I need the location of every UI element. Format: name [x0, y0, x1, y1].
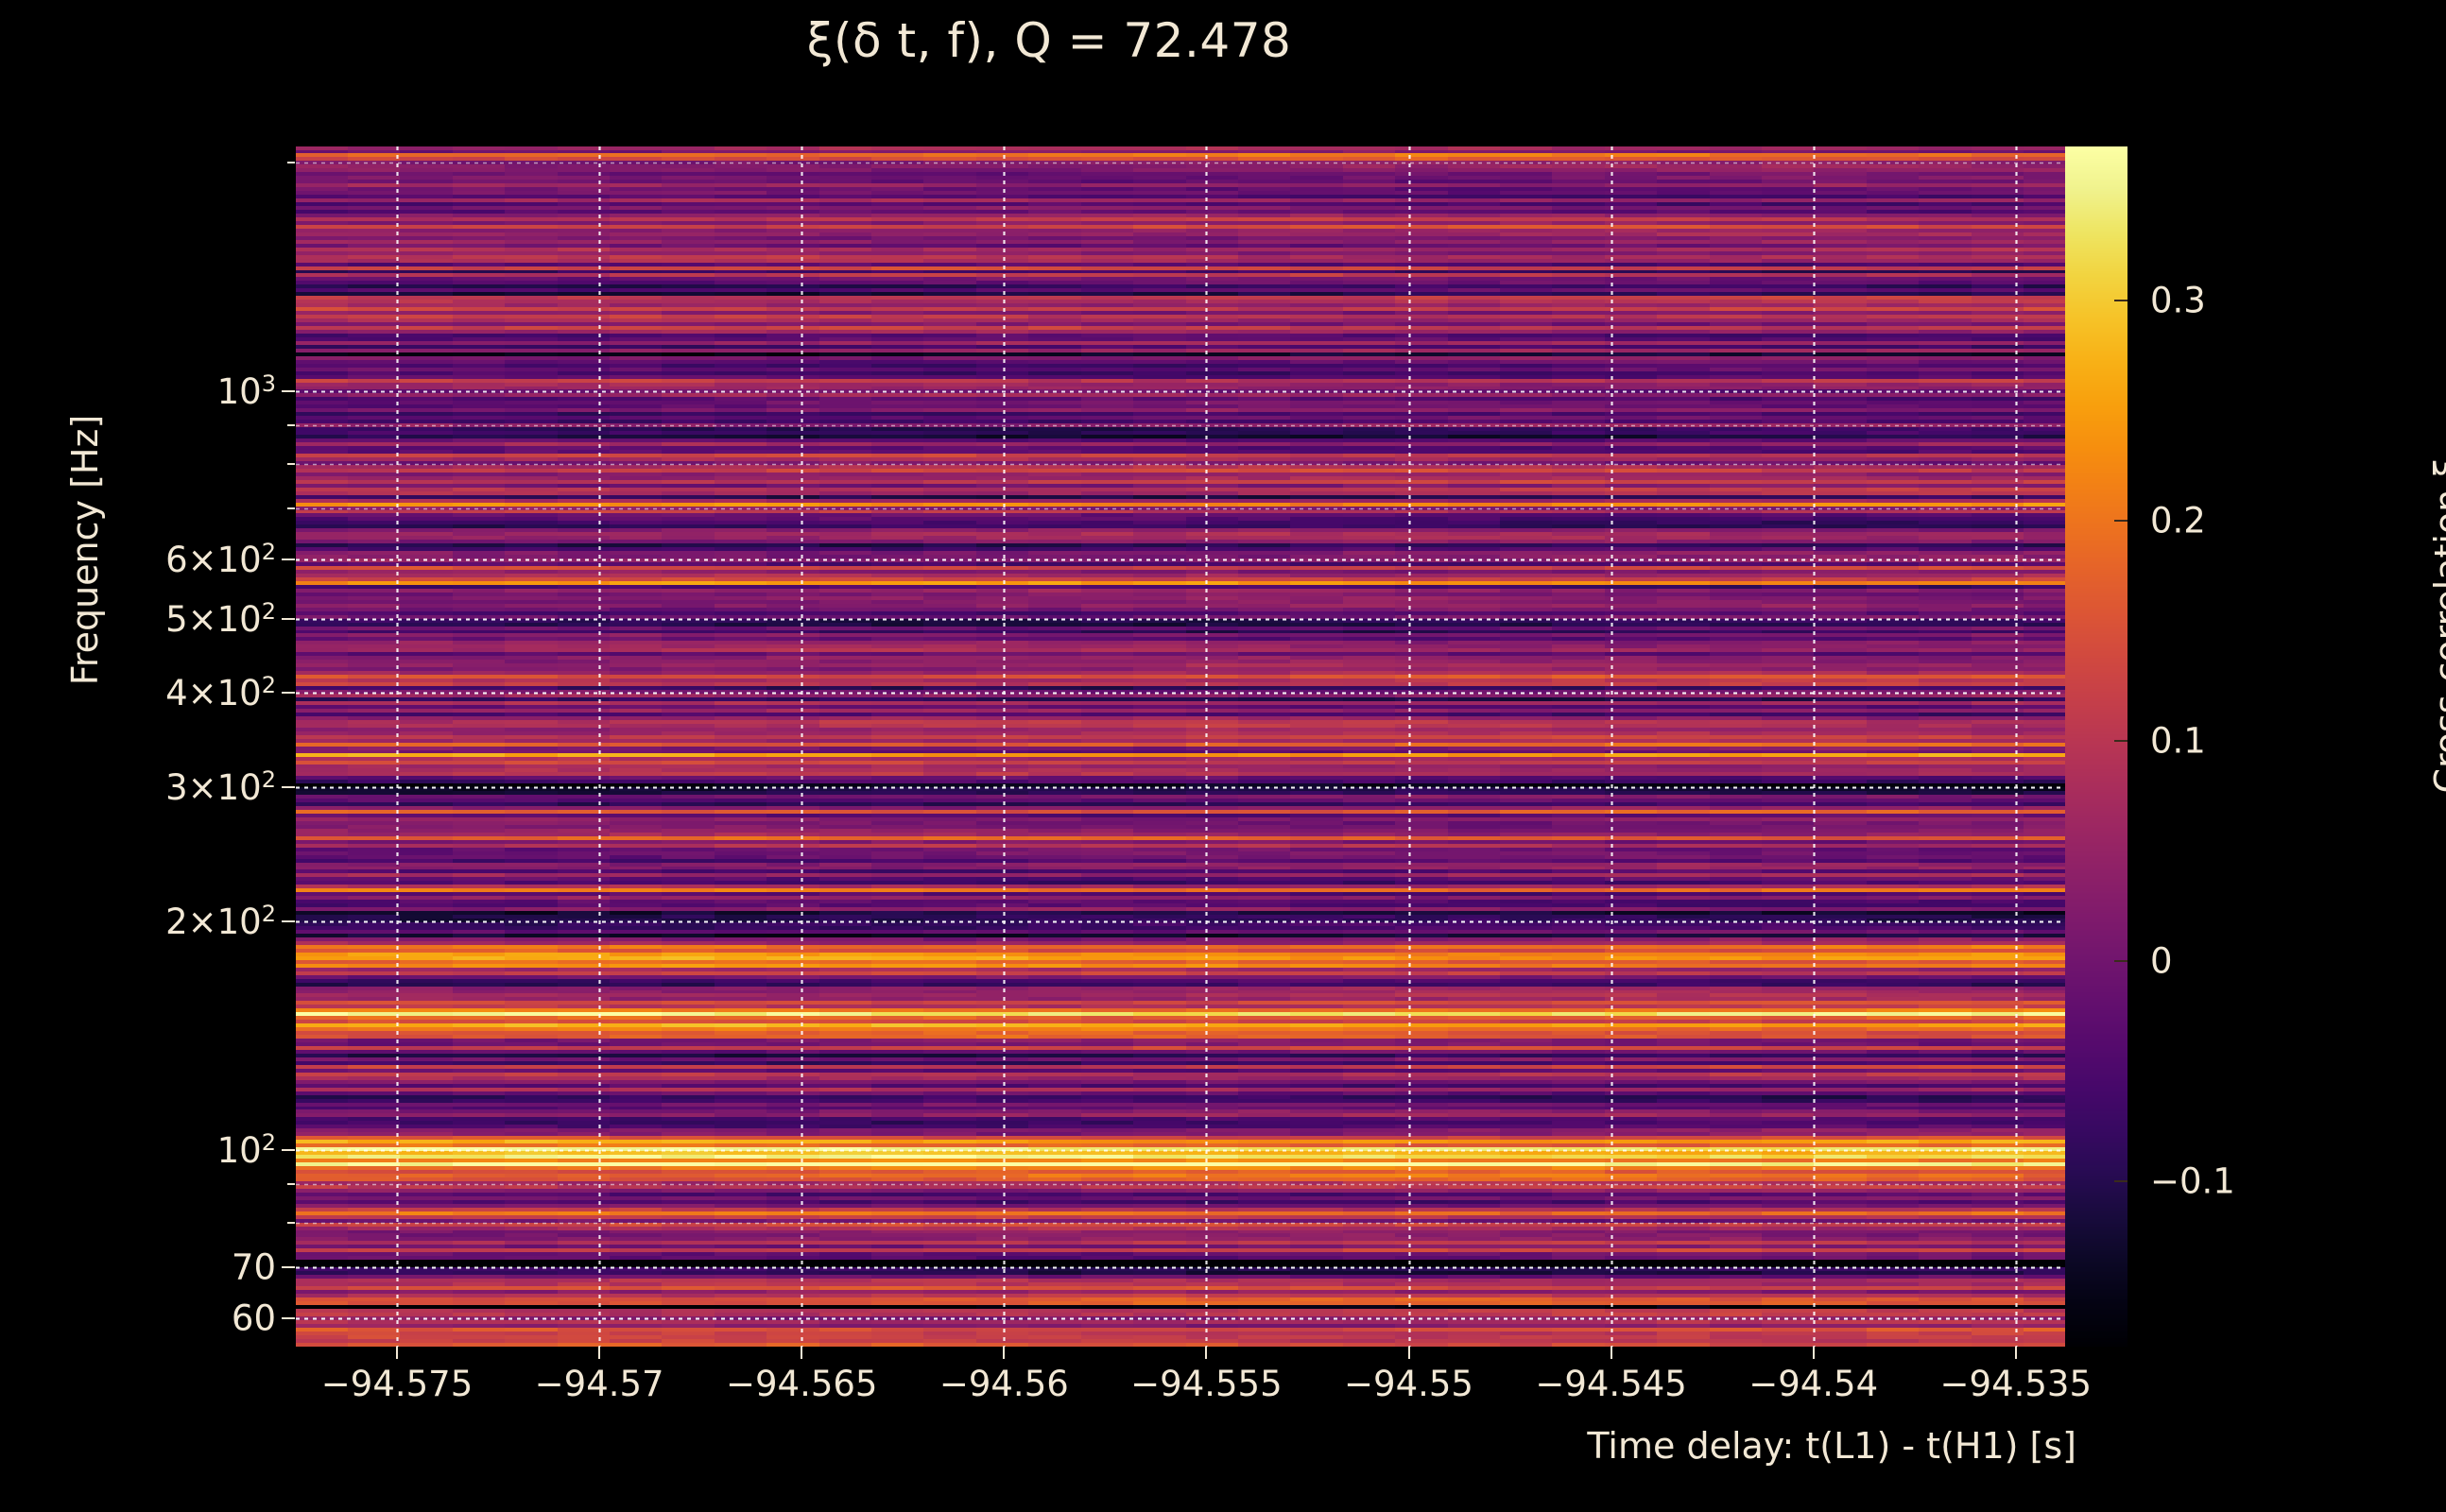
y-tick-label: 102 — [217, 1128, 276, 1170]
y-minor-tick-mark — [287, 692, 295, 695]
colorbar-tick-label: 0.1 — [2150, 720, 2206, 762]
x-tick-mark — [396, 1347, 399, 1359]
y-tick-mark — [282, 389, 295, 392]
y-tick-mantissa: 10 — [216, 1129, 262, 1171]
y-tick-mantissa: 2×10 — [165, 902, 262, 943]
y-minor-tick-mark — [287, 1316, 295, 1319]
figure-title: ξ(δ t, f), Q = 72.478 — [806, 13, 1292, 68]
colorbar-gradient — [2065, 146, 2127, 1347]
x-tick-label: −94.57 — [534, 1364, 664, 1404]
y-tick-exponent: 2 — [261, 538, 276, 565]
colorbar-tick-mark — [2114, 740, 2127, 743]
y-tick-mantissa: 10 — [216, 370, 262, 412]
y-minor-tick-mark — [287, 786, 295, 789]
colorbar-tick-mark — [2114, 1180, 2127, 1183]
x-tick-mark — [1812, 1347, 1815, 1359]
colorbar-tick-mark — [2114, 520, 2127, 523]
x-tick-mark — [2014, 1347, 2017, 1359]
y-tick-label: 103 — [217, 370, 276, 412]
colorbar[interactable] — [2065, 146, 2127, 1347]
y-tick-label: 3×102 — [165, 766, 276, 808]
x-tick-label: −94.545 — [1535, 1364, 1687, 1404]
x-tick-label: −94.56 — [939, 1364, 1069, 1404]
y-tick-label: 70 — [231, 1246, 276, 1288]
x-tick-label: −94.535 — [1939, 1364, 2092, 1404]
y-minor-tick-mark — [287, 1183, 295, 1186]
y-tick-exponent: 2 — [261, 672, 276, 699]
y-minor-tick-mark — [287, 507, 295, 510]
y-minor-tick-mark — [287, 1222, 295, 1225]
colorbar-label: Cross-correlation ξ — [2427, 457, 2446, 794]
y-tick-mantissa: 5×10 — [165, 599, 262, 641]
colorbar-tick-label: 0 — [2150, 940, 2173, 982]
y-minor-tick-mark — [287, 424, 295, 427]
x-axis-ticks: −94.575 −94.57 −94.565 −94.56 −94.555 −94.55 −… — [296, 1347, 2092, 1422]
colorbar-tick-label: 0.2 — [2150, 500, 2206, 541]
x-tick-mark — [1003, 1347, 1006, 1359]
y-minor-tick-mark — [287, 1265, 295, 1268]
y-minor-tick-mark — [287, 463, 295, 466]
y-tick-exponent: 2 — [261, 766, 276, 794]
colorbar-tick-mark — [2114, 300, 2127, 302]
y-tick-label: 4×102 — [165, 672, 276, 713]
x-tick-label: −94.565 — [725, 1364, 878, 1404]
heatmap-image — [296, 146, 2076, 1347]
y-tick-exponent: 2 — [261, 598, 276, 626]
y-axis-ticks: 103 6×102 5×102 4×102 3×102 2×102 102 70 60 — [0, 146, 295, 1347]
x-tick-label: −94.555 — [1130, 1364, 1283, 1404]
x-tick-label: −94.54 — [1748, 1364, 1879, 1404]
y-tick-mantissa: 3×10 — [165, 767, 262, 809]
y-tick-label: 60 — [231, 1297, 276, 1339]
heatmap-plot-area[interactable] — [296, 146, 2076, 1347]
x-tick-mark — [598, 1347, 601, 1359]
x-axis-label: Time delay: t(L1) - t(H1) [s] — [1587, 1425, 2076, 1467]
y-tick-exponent: 3 — [261, 369, 276, 397]
colorbar-tick-label: −0.1 — [2150, 1160, 2235, 1202]
y-tick-label: 5×102 — [165, 598, 276, 640]
y-tick-label: 6×102 — [165, 539, 276, 580]
y-minor-tick-mark — [287, 162, 295, 163]
y-tick-mantissa: 6×10 — [165, 539, 262, 580]
y-tick-exponent: 2 — [261, 900, 276, 927]
colorbar-tick-mark — [2114, 960, 2127, 963]
x-tick-mark — [801, 1347, 803, 1359]
x-tick-mark — [1407, 1347, 1410, 1359]
x-tick-label: −94.55 — [1344, 1364, 1473, 1404]
colorbar-tick-label: 0.3 — [2150, 280, 2206, 321]
y-tick-mark — [282, 1148, 295, 1151]
x-tick-mark — [1610, 1347, 1612, 1359]
y-minor-tick-mark — [287, 618, 295, 621]
x-tick-mark — [1205, 1347, 1208, 1359]
heatmap-canvas — [296, 146, 2076, 1347]
x-tick-label: −94.575 — [320, 1364, 474, 1404]
y-tick-exponent: 2 — [261, 1128, 276, 1156]
y-tick-mantissa: 4×10 — [165, 673, 262, 714]
y-minor-tick-mark — [287, 558, 295, 560]
colorbar-ticks: 0.3 0.2 0.1 0 −0.1 — [2065, 146, 2368, 1347]
y-tick-label: 2×102 — [165, 901, 276, 942]
y-minor-tick-mark — [287, 919, 295, 922]
